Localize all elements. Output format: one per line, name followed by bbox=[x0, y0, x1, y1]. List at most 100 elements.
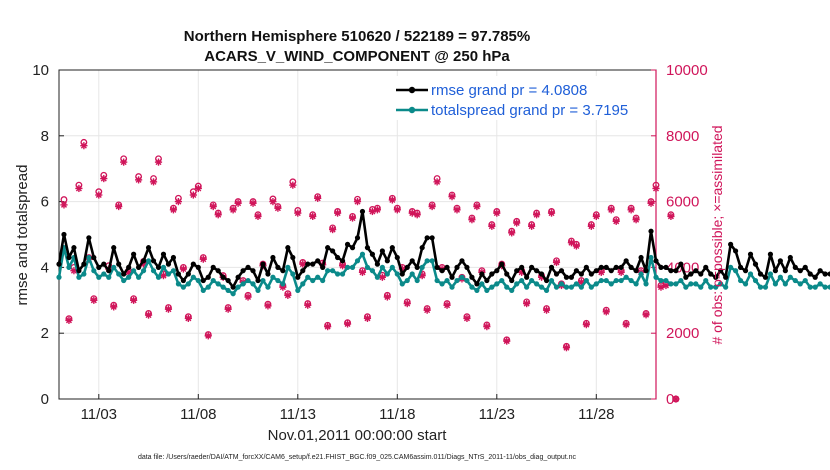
rmse-point bbox=[529, 264, 535, 270]
rmse-point bbox=[165, 261, 172, 267]
rmse-point bbox=[703, 264, 709, 270]
rmse-point bbox=[519, 264, 525, 270]
totalspread-point bbox=[399, 281, 405, 287]
obs-assimilated-marker bbox=[294, 209, 302, 217]
totalspread-point bbox=[757, 284, 764, 290]
obs-assimilated-marker bbox=[149, 178, 158, 186]
totalspread-point bbox=[414, 277, 420, 284]
totalspread-point bbox=[723, 284, 729, 290]
obs-assimilated-marker bbox=[503, 337, 511, 345]
obs-assimilated-stroke bbox=[120, 159, 127, 166]
x-tick-label: 11/28 bbox=[578, 406, 614, 423]
obs-assimilated-marker bbox=[115, 202, 123, 211]
obs-assimilated-marker bbox=[343, 320, 352, 328]
rmse-point bbox=[354, 235, 361, 241]
rmse-point bbox=[349, 245, 356, 251]
obs-assimilated-stroke bbox=[349, 215, 356, 222]
obs-assimilated-stroke bbox=[667, 213, 674, 220]
obs-assimilated-marker bbox=[523, 299, 531, 308]
totalspread-point bbox=[752, 277, 759, 284]
rmse-point bbox=[603, 264, 609, 270]
totalspread-point bbox=[325, 268, 331, 274]
rmse-point bbox=[330, 248, 336, 254]
y-tick-label: 10 bbox=[32, 62, 49, 79]
obs-assimilated-marker bbox=[179, 265, 187, 273]
obs-assimilated-stroke bbox=[652, 185, 660, 192]
totalspread-point bbox=[504, 284, 510, 290]
legend-box bbox=[392, 76, 650, 120]
obs-assimilated-marker bbox=[552, 258, 561, 267]
rmse-point bbox=[76, 268, 82, 274]
rmse-point bbox=[215, 268, 221, 274]
obs-assimilated-marker bbox=[433, 178, 441, 186]
totalspread-point bbox=[509, 287, 515, 294]
obs-assimilated-marker bbox=[483, 323, 491, 331]
totalspread-point bbox=[225, 287, 231, 294]
rmse-point bbox=[737, 264, 744, 270]
rmse-point bbox=[807, 271, 813, 277]
totalspread-point bbox=[678, 277, 684, 284]
obs-assimilated-marker bbox=[582, 321, 590, 329]
totalspread-point bbox=[449, 284, 455, 290]
totalspread-point bbox=[101, 271, 107, 277]
obs-assimilated-stroke bbox=[155, 159, 162, 166]
obs-assimilated-stroke bbox=[115, 203, 122, 210]
totalspread-point bbox=[514, 281, 520, 287]
obs-assimilated-stroke bbox=[170, 206, 177, 213]
obs-assimilated-stroke bbox=[235, 200, 242, 207]
rmse-point bbox=[434, 264, 440, 270]
totalspread-point bbox=[185, 281, 191, 287]
totalspread-point bbox=[603, 277, 609, 284]
obs-assimilated-stroke bbox=[463, 315, 470, 322]
totalspread-point bbox=[563, 284, 570, 290]
totalspread-point bbox=[195, 277, 201, 284]
rmse-point bbox=[424, 235, 430, 241]
obs-assimilated-stroke bbox=[80, 142, 87, 149]
rmse-point bbox=[683, 274, 689, 280]
obs-assimilated-marker bbox=[269, 198, 277, 206]
obs-assimilated-marker bbox=[234, 199, 242, 207]
obs-assimilated-stroke bbox=[404, 300, 411, 307]
totalspread-point bbox=[354, 258, 361, 264]
obs-assimilated-marker bbox=[358, 268, 367, 276]
totalspread-point bbox=[663, 277, 669, 284]
totalspread-point bbox=[160, 264, 167, 270]
totalspread-point bbox=[499, 277, 505, 284]
totalspread-point bbox=[76, 274, 82, 280]
totalspread-point bbox=[568, 284, 575, 290]
obs-assimilated-marker bbox=[488, 222, 496, 230]
totalspread-point bbox=[519, 277, 525, 284]
rmse-point bbox=[653, 258, 659, 264]
rmse-point bbox=[419, 245, 425, 251]
rmse-point bbox=[459, 258, 465, 264]
obs-assimilated-marker bbox=[324, 323, 332, 331]
totalspread-point bbox=[812, 284, 818, 290]
rmse-point bbox=[548, 264, 555, 270]
obs-assimilated-stroke bbox=[110, 303, 117, 310]
totalspread-point bbox=[210, 277, 216, 284]
rmse-point bbox=[479, 271, 485, 277]
rmse-point bbox=[509, 277, 515, 284]
obs-assimilated-stroke bbox=[309, 213, 316, 220]
totalspread-point bbox=[573, 281, 580, 287]
totalspread-point bbox=[633, 281, 639, 287]
totalspread-point bbox=[384, 271, 390, 277]
rmse-point bbox=[389, 245, 395, 251]
totalspread-point bbox=[106, 274, 112, 280]
totalspread-point bbox=[548, 277, 555, 284]
totalspread-point bbox=[220, 284, 226, 290]
obs-assimilated-marker bbox=[130, 296, 138, 304]
rmse-point bbox=[484, 277, 490, 284]
obs-assimilated-marker bbox=[393, 206, 401, 214]
obs-assimilated-stroke bbox=[284, 292, 291, 299]
obs-assimilated-stroke bbox=[264, 302, 271, 309]
totalspread-point bbox=[96, 274, 102, 280]
totalspread-point bbox=[320, 277, 326, 284]
obs-assimilated-marker bbox=[592, 212, 600, 221]
totalspread-point bbox=[608, 281, 614, 287]
rmse-point bbox=[240, 268, 246, 274]
obs-assimilated-stroke bbox=[250, 200, 257, 207]
totalspread-point bbox=[310, 277, 316, 284]
y-axis-label: rmse and totalspread bbox=[14, 165, 31, 306]
obs-assimilated-marker bbox=[184, 314, 192, 322]
